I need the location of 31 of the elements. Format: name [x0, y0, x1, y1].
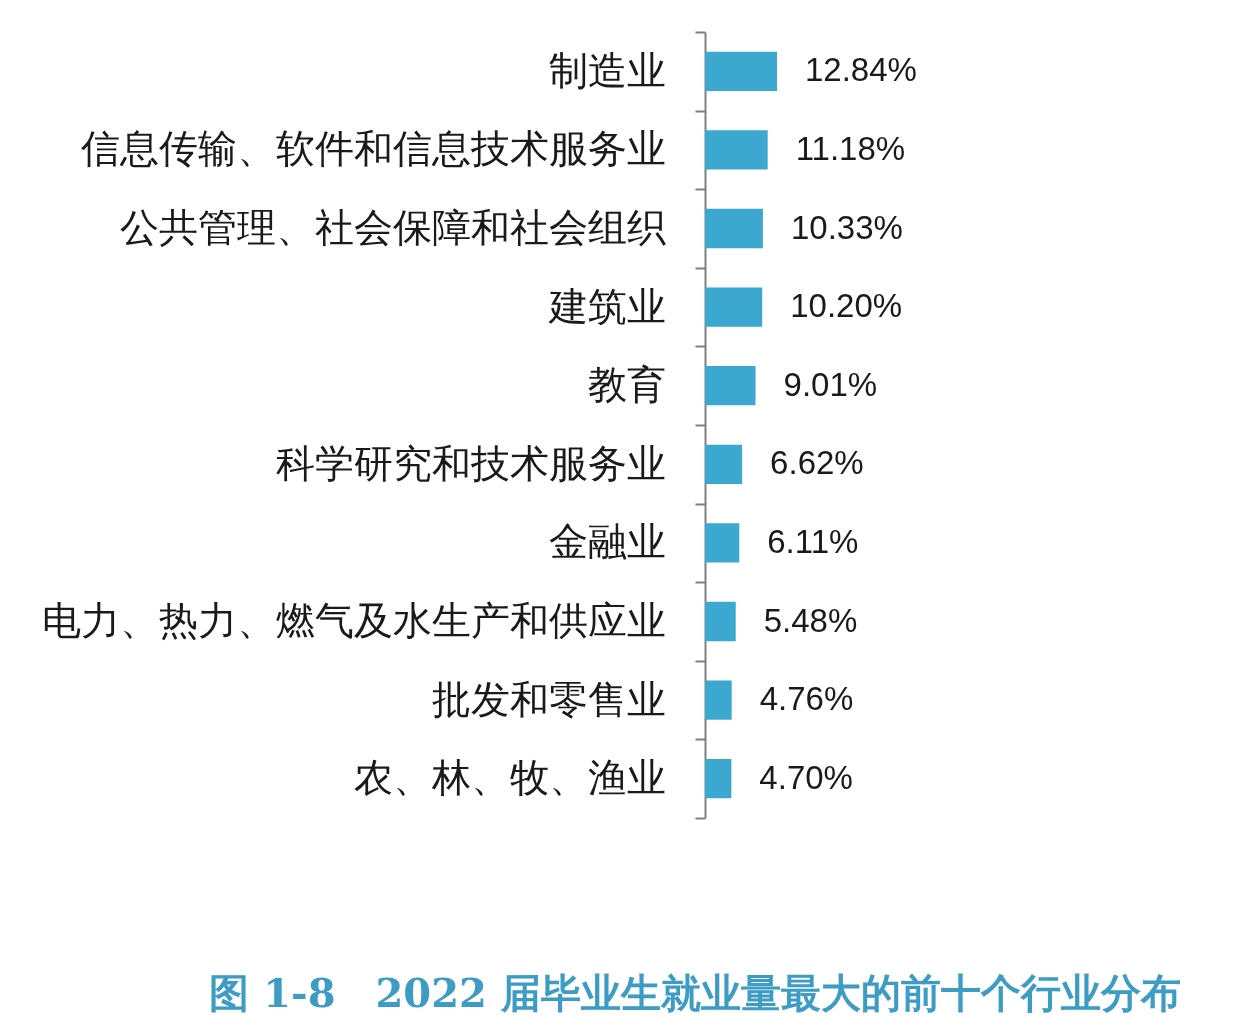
- y-tick-label: 科学研究和技术服务业: [275, 440, 666, 486]
- data-label: 10.33%: [790, 208, 903, 246]
- bar: [705, 51, 777, 91]
- bar: [705, 680, 732, 720]
- y-tick-label: 建筑业: [547, 283, 666, 329]
- y-tick-label: 信息传输、软件和信息技术服务业: [80, 126, 666, 172]
- data-label: 6.11%: [767, 522, 859, 560]
- bar: [705, 366, 756, 406]
- data-label: 11.18%: [795, 129, 906, 167]
- y-tick-label: 电力、热力、燃气及水生产和供应业: [41, 598, 666, 643]
- y-tick-label: 制造业: [548, 47, 666, 93]
- data-label: 4.70%: [759, 758, 853, 796]
- data-label: 6.62%: [770, 444, 864, 482]
- bar: [705, 444, 743, 484]
- bar: [705, 287, 763, 327]
- data-label: 10.20%: [790, 287, 903, 325]
- bar: [705, 759, 732, 799]
- y-tick-label: 批发和零售业: [431, 676, 666, 722]
- y-tick-label: 教育: [587, 362, 666, 408]
- y-tick-label: 农、林、牧、渔业: [353, 755, 666, 801]
- data-label: 9.01%: [783, 365, 878, 403]
- bar: [705, 523, 740, 563]
- bar: [705, 130, 768, 170]
- data-label: 12.84%: [805, 51, 917, 89]
- data-label: 5.48%: [763, 601, 858, 639]
- y-tick-label: 公共管理、社会保障和社会组织: [119, 205, 666, 250]
- bar: [705, 601, 736, 642]
- y-tick-label: 金融业: [548, 519, 666, 565]
- bar: [705, 208, 763, 249]
- data-label: 4.76%: [759, 680, 854, 718]
- text: 图 1-8 2022 届毕业生就业量最大的前十个行业分布: [209, 969, 1181, 1016]
